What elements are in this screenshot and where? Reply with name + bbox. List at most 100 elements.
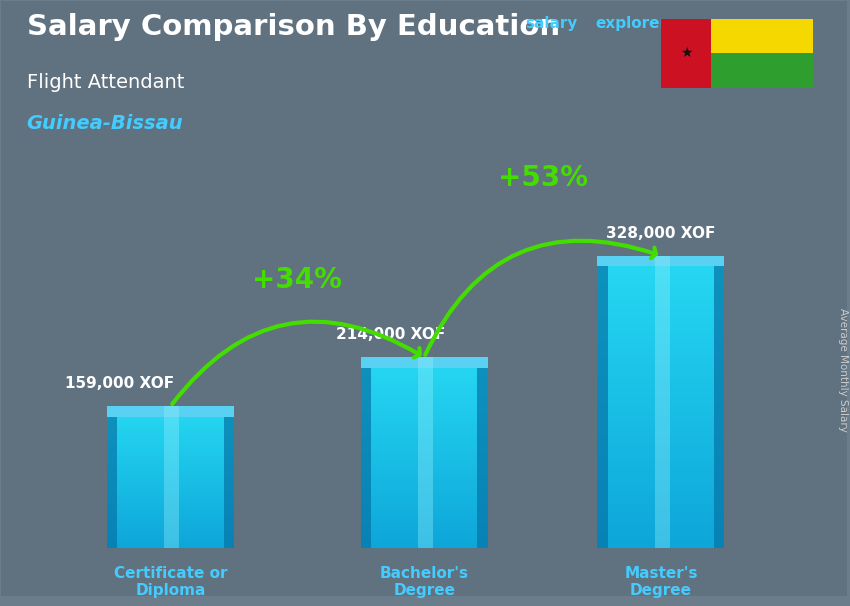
Bar	[598, 384, 724, 387]
Bar	[360, 522, 488, 524]
Bar	[360, 507, 488, 510]
Bar	[107, 411, 234, 413]
Bar	[107, 479, 234, 481]
Bar	[360, 398, 488, 400]
Bar	[360, 469, 488, 471]
Bar	[598, 292, 724, 296]
Bar	[360, 519, 488, 522]
Bar	[107, 417, 234, 419]
Bar	[107, 456, 234, 458]
Bar	[360, 488, 488, 491]
Bar	[107, 523, 234, 525]
Bar	[598, 456, 724, 461]
Bar	[360, 369, 488, 371]
Bar	[107, 546, 234, 548]
Bar	[598, 508, 724, 511]
Bar	[360, 455, 488, 458]
Bar	[360, 514, 488, 517]
Bar	[714, 256, 724, 548]
Bar	[598, 361, 724, 365]
Bar	[360, 476, 488, 479]
Bar	[360, 407, 488, 410]
Bar	[107, 427, 234, 429]
Bar	[360, 443, 488, 445]
Bar	[360, 486, 488, 488]
Bar	[598, 256, 608, 548]
Bar	[360, 484, 488, 486]
Bar	[654, 256, 670, 548]
Bar	[107, 541, 234, 543]
Bar	[598, 395, 724, 398]
Bar	[360, 453, 488, 455]
Text: ★: ★	[680, 47, 692, 61]
Bar	[107, 442, 234, 444]
Bar	[107, 445, 234, 447]
Bar	[360, 541, 488, 543]
Bar	[107, 438, 234, 440]
Bar	[360, 536, 488, 539]
Bar	[107, 465, 234, 467]
Bar	[107, 406, 117, 548]
Bar	[107, 447, 234, 449]
Bar	[107, 509, 234, 511]
Bar	[107, 496, 234, 498]
Bar	[360, 445, 488, 448]
Bar	[598, 267, 724, 270]
Bar	[360, 517, 488, 519]
Bar	[598, 519, 724, 522]
Bar	[360, 364, 488, 367]
Bar	[598, 321, 724, 325]
Bar	[360, 422, 488, 424]
Bar	[107, 435, 234, 436]
Bar	[598, 416, 724, 420]
Bar	[107, 494, 234, 497]
Bar	[107, 534, 234, 536]
Bar	[360, 498, 488, 501]
Text: Certificate or
Diploma: Certificate or Diploma	[114, 566, 227, 598]
Bar	[360, 400, 488, 402]
Bar	[478, 358, 488, 548]
Bar	[360, 412, 488, 415]
Bar	[107, 450, 234, 452]
Bar	[107, 481, 234, 482]
Bar	[360, 405, 488, 407]
Bar	[598, 445, 724, 450]
Bar	[107, 544, 234, 546]
Bar	[598, 438, 724, 442]
Text: explorer: explorer	[596, 16, 668, 32]
Bar	[107, 473, 234, 475]
Bar	[107, 440, 234, 442]
Bar	[107, 502, 234, 504]
Bar	[418, 358, 433, 548]
Bar	[360, 479, 488, 481]
Bar	[107, 406, 234, 417]
Bar	[107, 470, 234, 472]
Bar	[360, 419, 488, 422]
Bar	[360, 531, 488, 534]
Bar	[360, 384, 488, 386]
Bar	[360, 395, 488, 398]
Text: .com: .com	[679, 16, 720, 32]
Text: Average Monthly Salary: Average Monthly Salary	[838, 308, 847, 431]
Bar	[107, 516, 234, 518]
Bar	[107, 477, 234, 479]
Bar	[711, 19, 813, 53]
Bar	[598, 376, 724, 380]
Bar	[360, 538, 488, 541]
Text: 159,000 XOF: 159,000 XOF	[65, 376, 174, 391]
Bar	[598, 490, 724, 493]
Bar	[598, 537, 724, 541]
Bar	[107, 514, 234, 516]
Bar	[360, 402, 488, 405]
Bar	[107, 490, 234, 491]
Bar	[598, 263, 724, 267]
Bar	[598, 281, 724, 285]
Bar	[107, 504, 234, 505]
Bar	[107, 463, 234, 465]
Bar	[598, 485, 724, 490]
Bar	[598, 398, 724, 402]
Bar	[107, 527, 234, 528]
Bar	[107, 507, 234, 509]
Bar	[598, 497, 724, 501]
Bar	[598, 296, 724, 299]
